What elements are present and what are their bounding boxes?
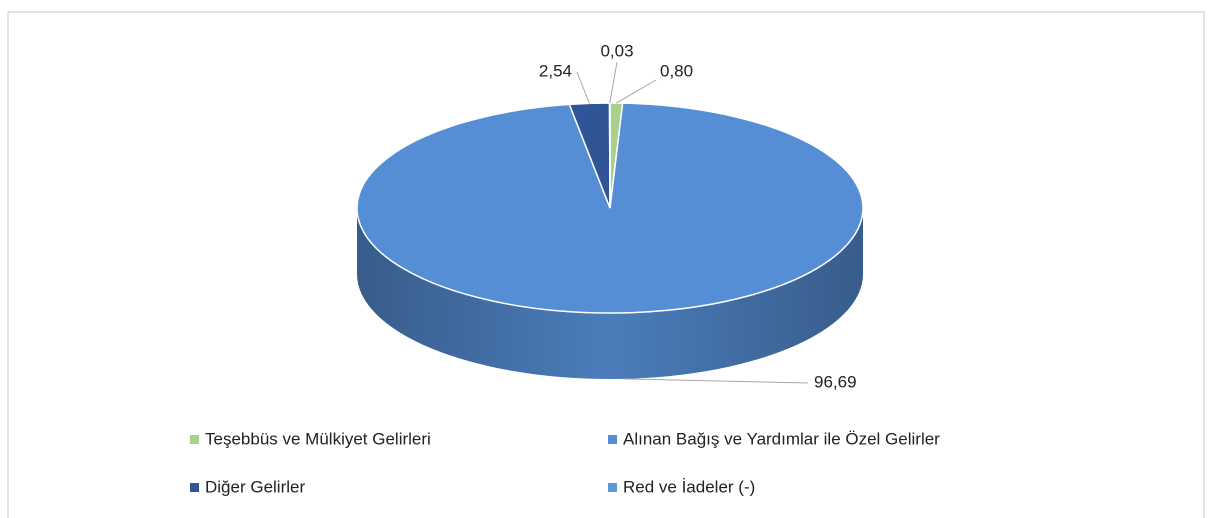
legend-label: Teşebbüs ve Mülkiyet Gelirleri [205,429,431,448]
legend-swatch [190,435,199,444]
data-label: 0,03 [600,41,633,60]
leader-line [616,79,657,104]
legend-swatch [190,483,199,492]
legend-swatch [608,435,617,444]
chart-frame [7,11,1205,518]
leader-line [609,61,618,104]
legend-label: Red ve İadeler (-) [623,477,755,496]
data-label: 2,54 [539,61,572,80]
leader-line [576,71,590,104]
legend-label: Diğer Gelirler [205,477,305,496]
data-label: 96,69 [814,372,857,391]
side-shade [357,208,863,379]
legend-label: Alınan Bağış ve Yardımlar ile Özel Gelir… [623,429,940,448]
legend-swatch [608,483,617,492]
data-label: 0,80 [660,61,693,80]
leader-line [624,378,809,384]
